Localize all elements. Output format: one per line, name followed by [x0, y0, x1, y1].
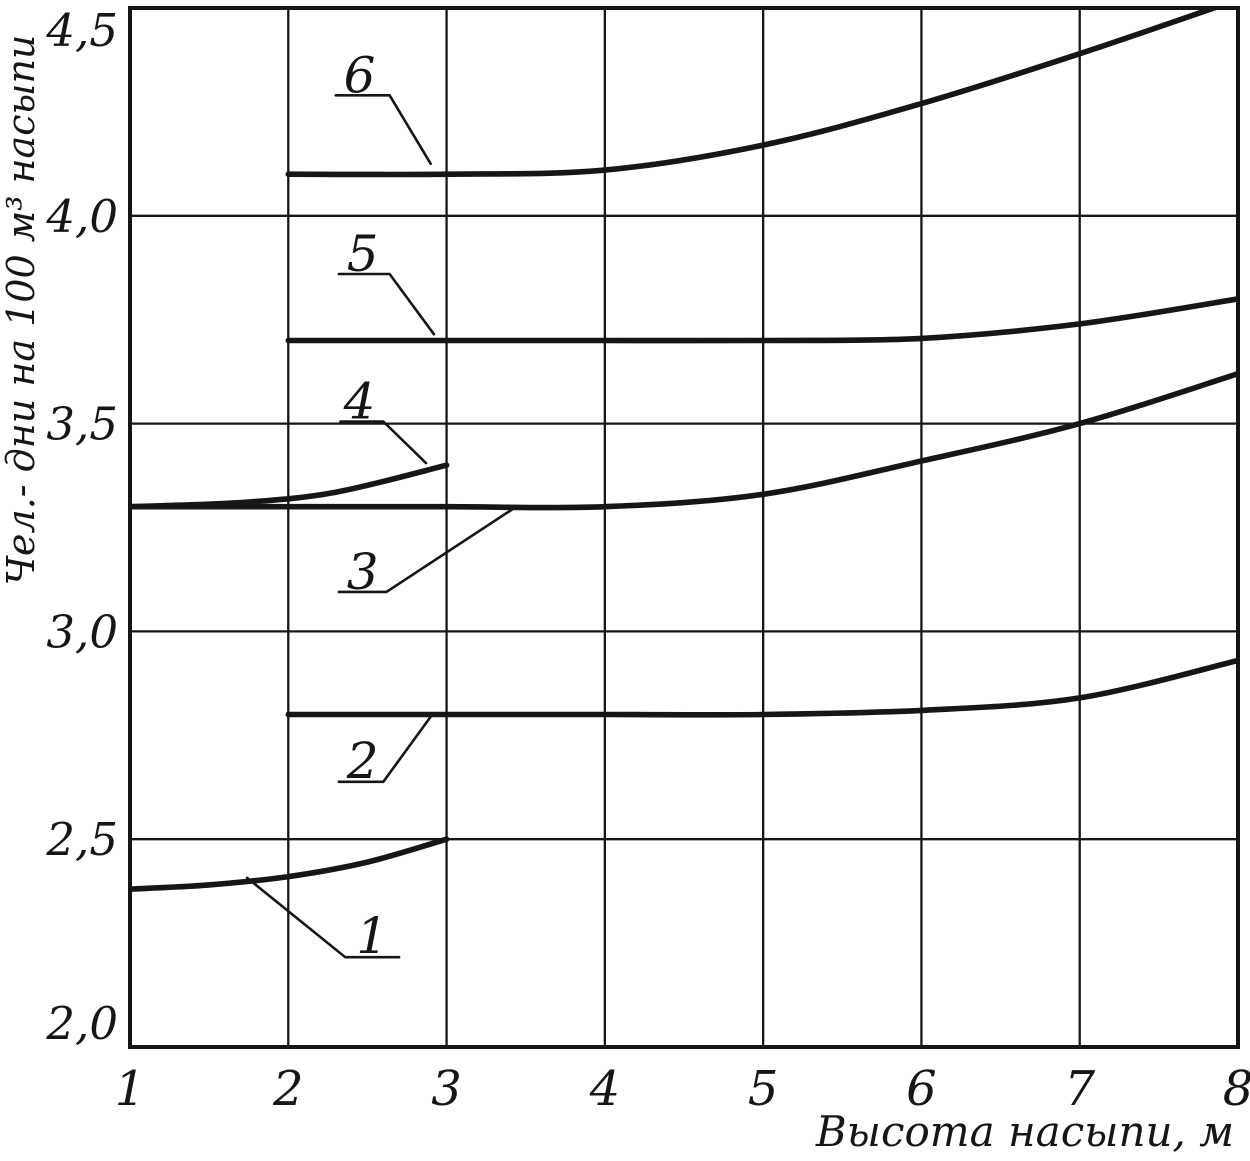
- curve-6: [285, 8, 1223, 178]
- leader-line-4: [339, 420, 428, 465]
- y-tick-labels: 2,0 2,5 3,0 3,5 4,0 4,5: [45, 4, 118, 1050]
- grid: [128, 6, 1240, 1049]
- leader-line-3: [337, 507, 515, 594]
- curve-2: [285, 657, 1238, 718]
- x-tick-label-4: 4: [589, 1061, 621, 1117]
- y-tick-label-3,5: 3,5: [46, 398, 118, 451]
- x-tick-labels: 1 2 3 4 5 6 7 8: [115, 1061, 1250, 1117]
- curve-number-5: 5: [347, 225, 379, 283]
- x-tick-label-5: 5: [748, 1061, 779, 1117]
- curve-5: [285, 296, 1238, 344]
- y-tick-label-2,5: 2,5: [45, 813, 118, 866]
- curve-1: [130, 836, 450, 892]
- x-tick-label-1: 1: [115, 1061, 146, 1117]
- curve-number-2: 2: [346, 732, 379, 790]
- x-tick-label-7: 7: [1064, 1061, 1095, 1117]
- leader-line-2: [337, 713, 434, 784]
- y-tick-label-4,0: 4,0: [45, 190, 118, 243]
- curve-labels: 1 2 3 4 5 6: [245, 46, 515, 965]
- y-tick-label-4,5: 4,5: [45, 4, 118, 57]
- curve-number-6: 6: [344, 46, 376, 104]
- x-tick-label-2: 2: [272, 1061, 304, 1117]
- curve-number-1: 1: [356, 907, 388, 965]
- leader-line-1: [245, 876, 401, 959]
- plot-border: [128, 6, 1240, 1049]
- y-tick-label-3,0: 3,0: [46, 605, 118, 658]
- curve-number-4: 4: [343, 373, 376, 431]
- x-tick-label-8: 8: [1223, 1061, 1250, 1117]
- y-axis-title: Чел.- дни на 100 м³ насыпи: [0, 35, 43, 586]
- x-tick-label-6: 6: [906, 1061, 937, 1117]
- x-axis-title: Высота насыпи, м: [815, 1107, 1234, 1156]
- leader-line-6: [334, 94, 433, 166]
- curve-3: [130, 370, 1238, 511]
- curves: [130, 8, 1238, 892]
- y-tick-label-2,0: 2,0: [45, 997, 118, 1050]
- curve-4: [130, 462, 450, 510]
- leader-line-5: [337, 272, 436, 336]
- curve-number-3: 3: [347, 543, 379, 601]
- x-tick-label-3: 3: [431, 1061, 462, 1117]
